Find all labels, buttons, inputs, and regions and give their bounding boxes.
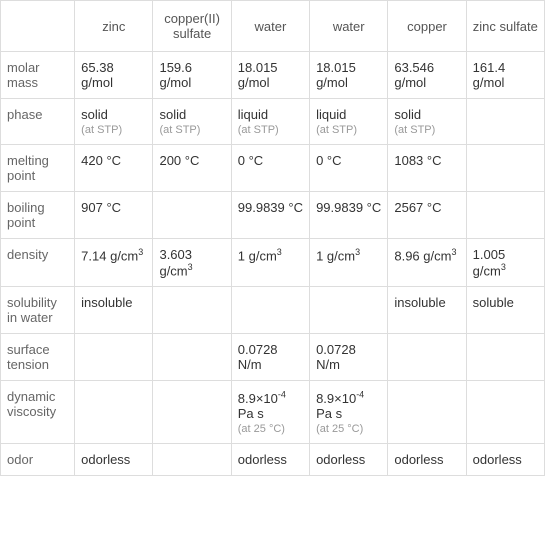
cell: odorless: [466, 443, 544, 475]
cell-value: liquid: [316, 107, 346, 122]
cell: [466, 381, 544, 443]
cell: solid (at STP): [388, 99, 466, 145]
cell: 8.9×10-4 Pa s (at 25 °C): [310, 381, 388, 443]
label-boiling-point: boiling point: [1, 192, 75, 239]
cell: insoluble: [388, 287, 466, 334]
cell: solid (at STP): [153, 99, 231, 145]
row-solubility: solubility in water insoluble insoluble …: [1, 287, 545, 334]
cell-sub: (at STP): [394, 124, 459, 136]
cell: odorless: [388, 443, 466, 475]
row-density: density 7.14 g/cm3 3.603 g/cm3 1 g/cm3 1…: [1, 239, 545, 287]
cell: liquid (at STP): [310, 99, 388, 145]
cell: 200 °C: [153, 145, 231, 192]
cell: soluble: [466, 287, 544, 334]
row-melting-point: melting point 420 °C 200 °C 0 °C 0 °C 10…: [1, 145, 545, 192]
header-copper: copper: [388, 1, 466, 52]
cell: [310, 287, 388, 334]
cell: 8.9×10-4 Pa s (at 25 °C): [231, 381, 309, 443]
cell: [153, 192, 231, 239]
cell-sub: (at STP): [316, 124, 381, 136]
cell: 99.9839 °C: [310, 192, 388, 239]
cell: [388, 334, 466, 381]
cell-sub: (at 25 °C): [238, 423, 303, 435]
cell: 0.0728 N/m: [310, 334, 388, 381]
header-empty: [1, 1, 75, 52]
cell: [466, 145, 544, 192]
cell-value: liquid: [238, 107, 268, 122]
cell: [75, 381, 153, 443]
cell: [466, 334, 544, 381]
cell-value: solid: [81, 107, 108, 122]
cell: [75, 334, 153, 381]
cell: 8.96 g/cm3: [388, 239, 466, 287]
cell-sub: (at STP): [159, 124, 224, 136]
row-surface-tension: surface tension 0.0728 N/m 0.0728 N/m: [1, 334, 545, 381]
header-water-1: water: [231, 1, 309, 52]
row-odor: odor odorless odorless odorless odorless…: [1, 443, 545, 475]
cell: odorless: [231, 443, 309, 475]
cell-value: solid: [159, 107, 186, 122]
cell: 0 °C: [231, 145, 309, 192]
cell-value: solid: [394, 107, 421, 122]
label-phase: phase: [1, 99, 75, 145]
cell: 2567 °C: [388, 192, 466, 239]
label-surface-tension: surface tension: [1, 334, 75, 381]
cell: 99.9839 °C: [231, 192, 309, 239]
cell: [231, 287, 309, 334]
cell: [466, 192, 544, 239]
cell: 0.0728 N/m: [231, 334, 309, 381]
cell: [153, 287, 231, 334]
cell: [153, 381, 231, 443]
row-boiling-point: boiling point 907 °C 99.9839 °C 99.9839 …: [1, 192, 545, 239]
cell: solid (at STP): [75, 99, 153, 145]
cell: 907 °C: [75, 192, 153, 239]
cell: liquid (at STP): [231, 99, 309, 145]
label-density: density: [1, 239, 75, 287]
cell: 1 g/cm3: [231, 239, 309, 287]
cell: 63.546 g/mol: [388, 52, 466, 99]
cell: 18.015 g/mol: [231, 52, 309, 99]
cell-value: 8.9×10-4 Pa s: [316, 391, 364, 421]
header-zinc: zinc: [75, 1, 153, 52]
cell: [153, 443, 231, 475]
row-phase: phase solid (at STP) solid (at STP) liquid…: [1, 99, 545, 145]
label-odor: odor: [1, 443, 75, 475]
cell: 1 g/cm3: [310, 239, 388, 287]
cell: 1.005 g/cm3: [466, 239, 544, 287]
cell-sub: (at STP): [238, 124, 303, 136]
label-solubility: solubility in water: [1, 287, 75, 334]
label-molar-mass: molar mass: [1, 52, 75, 99]
cell-sub: (at 25 °C): [316, 423, 381, 435]
header-row: zinc copper(II) sulfate water water copp…: [1, 1, 545, 52]
cell: [153, 334, 231, 381]
properties-table: zinc copper(II) sulfate water water copp…: [0, 0, 545, 476]
cell-sub: (at STP): [81, 124, 146, 136]
header-zinc-sulfate: zinc sulfate: [466, 1, 544, 52]
row-dynamic-viscosity: dynamic viscosity 8.9×10-4 Pa s (at 25 °C…: [1, 381, 545, 443]
cell: 18.015 g/mol: [310, 52, 388, 99]
cell: [466, 99, 544, 145]
cell: 7.14 g/cm3: [75, 239, 153, 287]
header-copper-sulfate: copper(II) sulfate: [153, 1, 231, 52]
cell: 0 °C: [310, 145, 388, 192]
row-molar-mass: molar mass 65.38 g/mol 159.6 g/mol 18.01…: [1, 52, 545, 99]
cell: 420 °C: [75, 145, 153, 192]
cell: [388, 381, 466, 443]
cell: 3.603 g/cm3: [153, 239, 231, 287]
label-melting-point: melting point: [1, 145, 75, 192]
cell: odorless: [75, 443, 153, 475]
cell: odorless: [310, 443, 388, 475]
cell: insoluble: [75, 287, 153, 334]
label-dynamic-viscosity: dynamic viscosity: [1, 381, 75, 443]
cell: 1083 °C: [388, 145, 466, 192]
cell: 65.38 g/mol: [75, 52, 153, 99]
cell: 161.4 g/mol: [466, 52, 544, 99]
cell-value: 8.9×10-4 Pa s: [238, 391, 286, 421]
header-water-2: water: [310, 1, 388, 52]
cell: 159.6 g/mol: [153, 52, 231, 99]
